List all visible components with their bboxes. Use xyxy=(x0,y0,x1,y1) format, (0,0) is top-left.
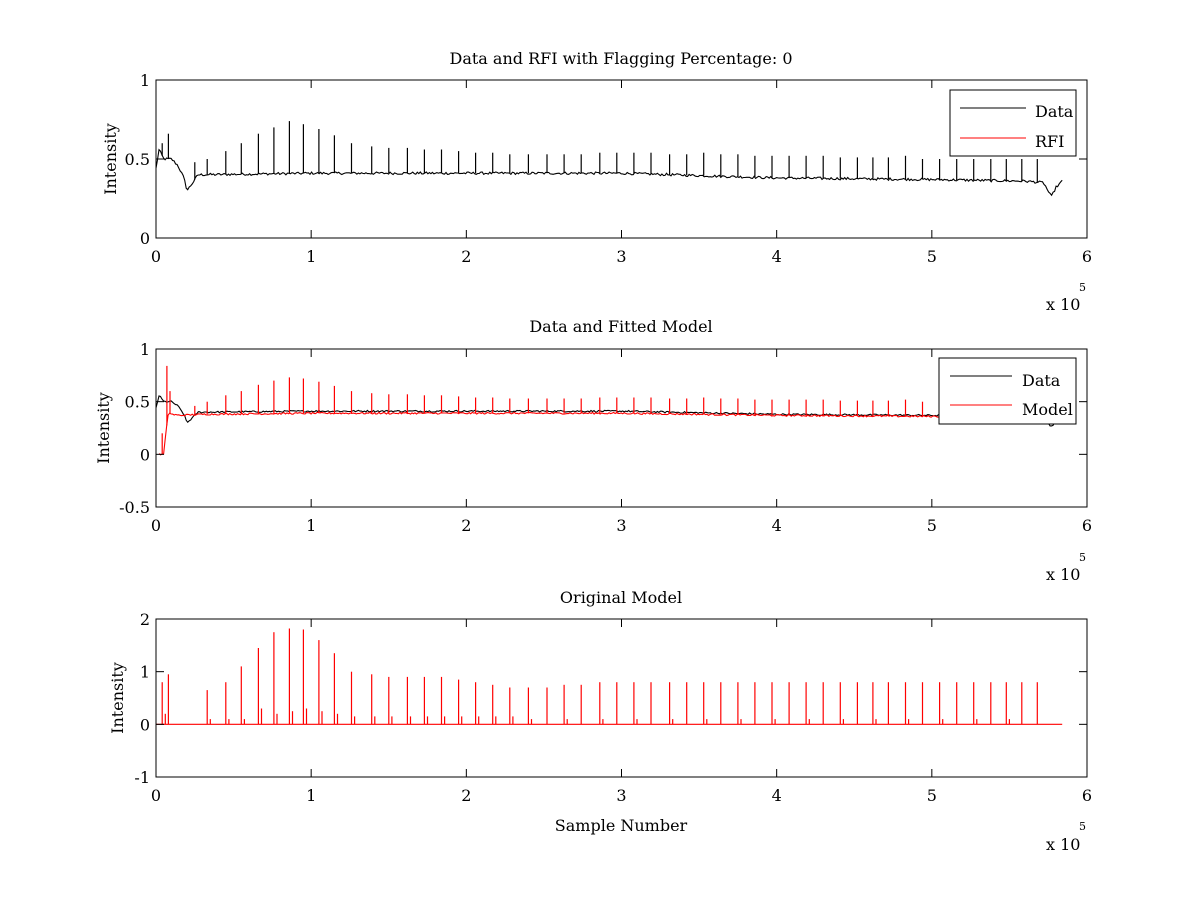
subplot-2-x-exponent: 5 xyxy=(1079,551,1086,564)
subplot-3-xlabel: Sample Number xyxy=(555,816,688,835)
subplot-2-legend-model-label: Model xyxy=(1022,400,1073,419)
subplot-2-x-multiplier: x 10 xyxy=(1046,565,1080,584)
subplot-3-yticks: -1 0 1 2 xyxy=(134,610,1087,787)
subplot-1-x-multiplier: x 10 xyxy=(1046,295,1080,314)
subplot-2-yticks: -0.5 0 0.5 1 xyxy=(119,340,1087,517)
x-tick-label: 2 xyxy=(461,516,471,535)
y-tick-label: -0.5 xyxy=(119,498,150,517)
x-tick-label: 0 xyxy=(151,786,161,805)
y-tick-label: -1 xyxy=(134,768,150,787)
y-tick-label: 0.5 xyxy=(125,150,150,169)
x-tick-label: 4 xyxy=(772,516,782,535)
x-tick-label: 0 xyxy=(151,247,161,266)
subplot-3-series-area xyxy=(156,628,1063,725)
x-tick-label: 3 xyxy=(616,786,626,805)
x-tick-label: 3 xyxy=(616,516,626,535)
x-tick-label: 1 xyxy=(306,516,316,535)
x-tick-label: 5 xyxy=(927,516,937,535)
x-tick-label: 1 xyxy=(306,786,316,805)
y-tick-label: 1 xyxy=(140,340,150,359)
subplot-3-ylabel: Intensity xyxy=(108,662,127,734)
y-tick-label: 0 xyxy=(140,229,150,248)
subplot-1-legend: Data RFI xyxy=(949,89,1077,157)
subplot-2-legend-box xyxy=(938,357,1077,425)
subplot-3-plot xyxy=(155,618,1088,778)
subplot-1-yticks: 00.51 xyxy=(125,71,1087,248)
subplot-2-series-2-line xyxy=(158,411,1063,456)
subplot-2-series-area xyxy=(156,365,1063,456)
subplot-2-ylabel: Intensity xyxy=(94,392,113,464)
y-tick-label: 0.5 xyxy=(125,393,150,412)
subplot-3-title: Original Model xyxy=(560,588,682,607)
subplot-3-xticks: 0 1 2 3 4 5 6 xyxy=(151,619,1092,805)
x-tick-label: 5 xyxy=(927,786,937,805)
subplot-3-x-exponent: 5 xyxy=(1079,820,1086,833)
subplot-1-xticks: 0 1 2 3 4 5 6 xyxy=(151,80,1092,266)
subplot-1-series-1-line xyxy=(156,148,1063,197)
x-tick-label: 4 xyxy=(772,247,782,266)
subplot-1-x-exponent: 5 xyxy=(1079,281,1086,294)
subplot-1-series-area xyxy=(156,121,1063,197)
x-tick-label: 0 xyxy=(151,516,161,535)
x-tick-label: 6 xyxy=(1082,786,1092,805)
subplot-2-xticks: 0 1 2 3 4 5 6 xyxy=(151,349,1092,535)
y-tick-label: 0 xyxy=(140,445,150,464)
subplot-2-legend: Data Model xyxy=(938,357,1077,425)
subplot-1-title: Data and RFI with Flagging Percentage: 0 xyxy=(449,49,792,68)
subplot-1-ylabel: Intensity xyxy=(101,123,120,195)
x-tick-label: 1 xyxy=(306,247,316,266)
x-tick-label: 6 xyxy=(1082,516,1092,535)
subplot-1: Data and RFI with Flagging Percentage: 0… xyxy=(101,49,1092,314)
subplot-1-legend-box xyxy=(949,89,1077,157)
x-tick-label: 2 xyxy=(461,786,471,805)
x-tick-label: 6 xyxy=(1082,247,1092,266)
y-tick-label: 1 xyxy=(140,663,150,682)
y-tick-label: 0 xyxy=(140,715,150,734)
x-tick-label: 2 xyxy=(461,247,471,266)
subplot-2-title: Data and Fitted Model xyxy=(529,317,712,336)
subplot-1-legend-rfi-label: RFI xyxy=(1035,132,1064,151)
subplot-1-legend-data-label: Data xyxy=(1035,102,1074,121)
x-tick-label: 4 xyxy=(772,786,782,805)
x-tick-label: 5 xyxy=(927,247,937,266)
subplot-3-x-multiplier: x 10 xyxy=(1046,835,1080,854)
y-tick-label: 1 xyxy=(140,71,150,90)
subplot-2-legend-data-label: Data xyxy=(1022,371,1061,390)
y-tick-label: 2 xyxy=(140,610,150,629)
x-tick-label: 3 xyxy=(616,247,626,266)
